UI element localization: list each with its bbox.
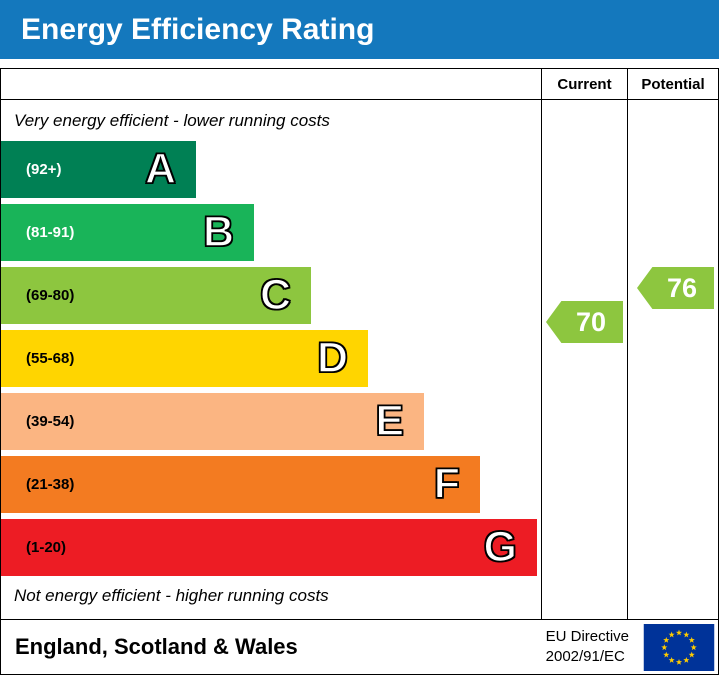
band-row: (92+) A bbox=[1, 141, 541, 198]
band-bar: (55-68) D bbox=[1, 330, 368, 387]
eu-flag-icon bbox=[643, 623, 715, 671]
eu-directive-line2: 2002/91/EC bbox=[545, 648, 625, 665]
band-bar: (92+) A bbox=[1, 141, 196, 198]
eu-directive-label: EU Directive 2002/91/EC bbox=[546, 627, 629, 667]
band-letter: G bbox=[483, 523, 518, 571]
band-row: (55-68) D bbox=[1, 330, 541, 387]
epc-chart: Current Potential Very energy efficient … bbox=[0, 68, 719, 620]
band-range: (1-20) bbox=[26, 539, 67, 556]
band-row: (21-38) F bbox=[1, 456, 541, 513]
title-bar: Energy Efficiency Rating bbox=[0, 0, 719, 59]
footer: England, Scotland & Wales EU Directive 2… bbox=[0, 620, 719, 675]
bands: (92+) A (81-91) B (69-80) C (55-68) D (3… bbox=[1, 141, 541, 576]
bottom-note: Not energy efficient - higher running co… bbox=[14, 586, 329, 605]
band-row: (69-80) C bbox=[1, 267, 541, 324]
band-range: (21-38) bbox=[26, 476, 75, 493]
header-spacer bbox=[1, 69, 541, 100]
current-rating-value: 70 bbox=[575, 306, 607, 337]
band-letter: A bbox=[144, 145, 177, 193]
current-rating-arrow: 70 bbox=[546, 301, 623, 343]
band-range: (55-68) bbox=[26, 350, 75, 367]
band-letter: B bbox=[202, 208, 235, 256]
potential-rating-arrow: 76 bbox=[637, 267, 714, 309]
band-row: (81-91) B bbox=[1, 204, 541, 261]
band-letter: E bbox=[375, 397, 405, 445]
band-bar: (39-54) E bbox=[1, 393, 424, 450]
current-column-header: Current bbox=[541, 69, 627, 100]
band-row: (39-54) E bbox=[1, 393, 541, 450]
band-range: (39-54) bbox=[26, 413, 75, 430]
potential-rating-value: 76 bbox=[666, 272, 698, 303]
potential-column-header: Potential bbox=[627, 69, 718, 100]
page-title: Energy Efficiency Rating bbox=[21, 12, 375, 46]
current-column: 70 bbox=[541, 100, 627, 619]
eu-directive-line1: EU Directive bbox=[545, 628, 629, 645]
band-row: (1-20) G bbox=[1, 519, 541, 576]
band-letter: F bbox=[433, 460, 461, 508]
band-bar: (21-38) F bbox=[1, 456, 480, 513]
band-letter: D bbox=[316, 334, 349, 382]
band-bar: (69-80) C bbox=[1, 267, 311, 324]
rating-scale: Very energy efficient - lower running co… bbox=[1, 100, 541, 619]
region-label: England, Scotland & Wales bbox=[15, 634, 298, 659]
potential-column: 76 bbox=[627, 100, 718, 619]
band-range: (81-91) bbox=[26, 224, 75, 241]
band-bar: (81-91) B bbox=[1, 204, 254, 261]
band-range: (92+) bbox=[26, 161, 62, 178]
band-bar: (1-20) G bbox=[1, 519, 537, 576]
band-range: (69-80) bbox=[26, 287, 75, 304]
top-note: Very energy efficient - lower running co… bbox=[14, 111, 330, 130]
band-letter: C bbox=[259, 271, 292, 319]
